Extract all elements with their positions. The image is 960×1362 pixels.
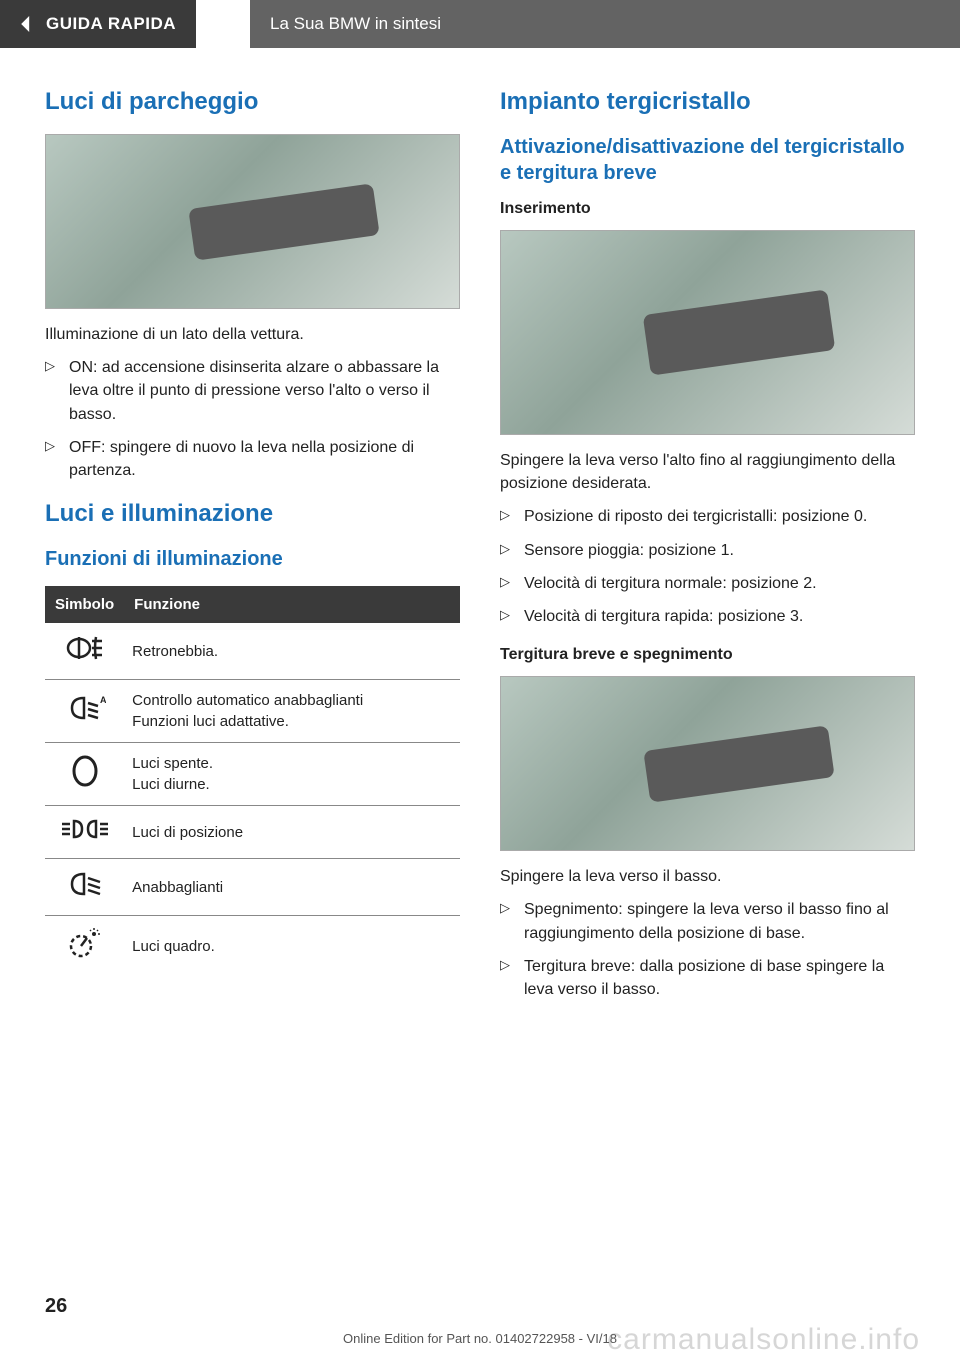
dashboard-lights-icon xyxy=(45,916,124,977)
left-column: Luci di parcheggio Illuminazione di un l… xyxy=(45,88,460,1019)
page-number: 26 xyxy=(45,1295,67,1318)
lights-off-icon xyxy=(45,743,124,806)
auto-dipped-icon: A xyxy=(45,680,124,743)
table-row: Anabbaglianti xyxy=(45,859,460,916)
table-cell: Luci spente. Luci diurne. xyxy=(124,743,460,806)
table-header-symbol: Simbolo xyxy=(45,586,124,623)
heading-functions: Funzioni di illuminazione xyxy=(45,546,460,572)
list-item: Tergitura breve: dalla posizione di base… xyxy=(500,955,915,1001)
caption-on: Spingere la leva verso l'alto fino al ra… xyxy=(500,449,915,495)
table-cell: Controllo automatico anabbaglianti Funzi… xyxy=(124,680,460,743)
table-cell: Anabbaglianti xyxy=(124,859,460,916)
list-item: ON: ad accensione disinserita alzare o a… xyxy=(45,356,460,426)
header-section-label: GUIDA RAPIDA xyxy=(46,14,176,34)
list-parking: ON: ad accensione disinserita alzare o a… xyxy=(45,356,460,482)
heading-parking-lights: Luci di parcheggio xyxy=(45,88,460,116)
table-cell: Retronebbia. xyxy=(124,623,460,680)
list-item: Velocità di tergitura rapida: posizione … xyxy=(500,605,915,628)
table-row: Retronebbia. xyxy=(45,623,460,680)
image-wiper-brief xyxy=(500,676,915,851)
table-row: Luci di posizione xyxy=(45,806,460,859)
table-light-functions: Simbolo Funzione Retronebbia. A Controll… xyxy=(45,586,460,976)
table-header-function: Funzione xyxy=(124,586,460,623)
image-parking-lever xyxy=(45,134,460,309)
caption-brief: Spingere la leva verso il basso. xyxy=(500,865,915,888)
table-cell: Luci di posizione xyxy=(124,806,460,859)
list-item: OFF: spingere di nuovo la leva nella pos… xyxy=(45,436,460,482)
list-item: Spegnimento: spingere la leva verso il b… xyxy=(500,898,915,944)
list-item: Velocità di tergitura normale: posizione… xyxy=(500,572,915,595)
heading-wiper: Impianto tergicristallo xyxy=(500,88,915,116)
caption-parking: Illuminazione di un lato della vettura. xyxy=(45,323,460,346)
chevron-left-icon xyxy=(18,16,34,32)
svg-text:A: A xyxy=(100,695,106,705)
list-item: Posizione di riposto dei tergicristalli:… xyxy=(500,505,915,528)
table-row: Luci quadro. xyxy=(45,916,460,977)
side-lights-icon xyxy=(45,806,124,859)
table-row: A Controllo automatico anabbaglianti Fun… xyxy=(45,680,460,743)
watermark: carmanualsonline.info xyxy=(607,1323,920,1357)
heading-lights: Luci e illuminazione xyxy=(45,500,460,528)
rear-fog-icon xyxy=(45,623,124,680)
heading-on: Inserimento xyxy=(500,200,915,218)
table-row: Luci spente. Luci diurne. xyxy=(45,743,460,806)
header-section: GUIDA RAPIDA xyxy=(0,0,196,48)
image-wiper-on xyxy=(500,230,915,435)
list-item: Sensore pioggia: posizione 1. xyxy=(500,539,915,562)
right-column: Impianto tergicristallo Attivazione/disa… xyxy=(500,88,915,1019)
header-subtitle-label: La Sua BMW in sintesi xyxy=(270,14,441,34)
list-brief: Spegnimento: spingere la leva verso il b… xyxy=(500,898,915,1001)
header-subtitle: La Sua BMW in sintesi xyxy=(250,0,960,48)
heading-activate: Attivazione/disattivazione del tergicris… xyxy=(500,134,915,186)
heading-brief: Tergitura breve e spegnimento xyxy=(500,646,915,664)
table-cell: Luci quadro. xyxy=(124,916,460,977)
dipped-beam-icon xyxy=(45,859,124,916)
list-on: Posizione di riposto dei tergicristalli:… xyxy=(500,505,915,628)
